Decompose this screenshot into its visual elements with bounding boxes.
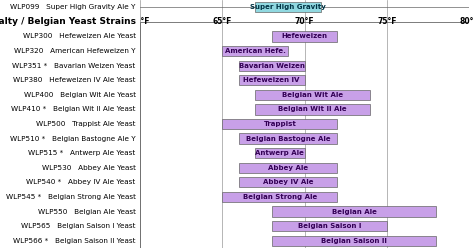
Text: Abbey Ale: Abbey Ale bbox=[268, 165, 308, 171]
Bar bbox=[222, 192, 337, 202]
Text: Belgian Ale: Belgian Ale bbox=[331, 209, 376, 215]
Bar bbox=[255, 104, 371, 115]
Text: Abbey IV Ale: Abbey IV Ale bbox=[263, 179, 313, 185]
Text: Belgian Wit II Ale: Belgian Wit II Ale bbox=[278, 106, 347, 112]
Bar bbox=[255, 148, 305, 158]
Bar bbox=[239, 75, 305, 85]
Text: WLP500   Trappist Ale Yeast: WLP500 Trappist Ale Yeast bbox=[36, 121, 136, 127]
Text: Belgian Wit Ale: Belgian Wit Ale bbox=[282, 92, 343, 98]
Text: WLP550   Belgian Ale Yeast: WLP550 Belgian Ale Yeast bbox=[37, 209, 136, 215]
Text: Specialty / Belgian Yeast Strains: Specialty / Belgian Yeast Strains bbox=[0, 17, 136, 26]
Text: American Hefe.: American Hefe. bbox=[225, 48, 285, 54]
Text: WLP530   Abbey Ale Yeast: WLP530 Abbey Ale Yeast bbox=[42, 165, 136, 171]
Text: WLP380   Hefeweizen IV Ale Yeast: WLP380 Hefeweizen IV Ale Yeast bbox=[13, 77, 136, 83]
Bar bbox=[222, 119, 337, 129]
Text: Antwerp Ale: Antwerp Ale bbox=[255, 150, 304, 156]
Text: WLP515 *   Antwerp Ale Yeast: WLP515 * Antwerp Ale Yeast bbox=[28, 150, 136, 156]
Text: WLP320   American Hefeweizen Y: WLP320 American Hefeweizen Y bbox=[14, 48, 136, 54]
Bar bbox=[222, 46, 288, 56]
Bar bbox=[255, 2, 321, 12]
Text: WLP351 *   Bavarian Weizen Yeast: WLP351 * Bavarian Weizen Yeast bbox=[12, 63, 136, 69]
Text: WLP510 *   Belgian Bastogne Ale Y: WLP510 * Belgian Bastogne Ale Y bbox=[10, 136, 136, 142]
Text: 60°F: 60°F bbox=[130, 17, 150, 26]
Text: WLP566 *   Belgian Saison II Yeast: WLP566 * Belgian Saison II Yeast bbox=[13, 238, 136, 244]
Text: 75°F: 75°F bbox=[377, 17, 397, 26]
Bar bbox=[272, 31, 337, 42]
Text: Belgian Saison II: Belgian Saison II bbox=[321, 238, 387, 244]
Text: WLP410 *   Belgian Wit II Ale Yeast: WLP410 * Belgian Wit II Ale Yeast bbox=[11, 106, 136, 112]
Bar bbox=[239, 163, 337, 173]
Bar bbox=[239, 177, 337, 187]
Text: WLP565   Belgian Saison I Yeast: WLP565 Belgian Saison I Yeast bbox=[21, 223, 136, 229]
Bar bbox=[272, 236, 437, 246]
Text: Super High Gravity: Super High Gravity bbox=[250, 4, 326, 10]
Text: WLP400   Belgian Wit Ale Yeast: WLP400 Belgian Wit Ale Yeast bbox=[24, 92, 136, 98]
Text: WLP300   Hefeweizen Ale Yeast: WLP300 Hefeweizen Ale Yeast bbox=[22, 33, 136, 39]
Text: 65°F: 65°F bbox=[212, 17, 232, 26]
Text: Trappist: Trappist bbox=[264, 121, 296, 127]
Text: WLP540 *   Abbey IV Ale Yeast: WLP540 * Abbey IV Ale Yeast bbox=[27, 179, 136, 185]
Bar bbox=[272, 206, 437, 217]
Bar bbox=[255, 90, 371, 100]
Text: Hefeweizen: Hefeweizen bbox=[282, 33, 328, 39]
Text: Belgian Strong Ale: Belgian Strong Ale bbox=[243, 194, 317, 200]
Text: WLP545 *   Belgian Strong Ale Yeast: WLP545 * Belgian Strong Ale Yeast bbox=[6, 194, 136, 200]
Text: Bavarian Weizen: Bavarian Weizen bbox=[239, 63, 304, 69]
Bar bbox=[239, 133, 337, 144]
Bar bbox=[272, 221, 387, 231]
Text: Hefeweizen IV: Hefeweizen IV bbox=[244, 77, 300, 83]
Text: Belgian Bastogne Ale: Belgian Bastogne Ale bbox=[246, 136, 330, 142]
Text: 80°F: 80°F bbox=[459, 17, 474, 26]
Text: 70°F: 70°F bbox=[295, 17, 314, 26]
Text: Belgian Saison I: Belgian Saison I bbox=[298, 223, 361, 229]
Bar bbox=[239, 61, 305, 71]
Text: WLP099   Super High Gravity Ale Y: WLP099 Super High Gravity Ale Y bbox=[10, 4, 136, 10]
